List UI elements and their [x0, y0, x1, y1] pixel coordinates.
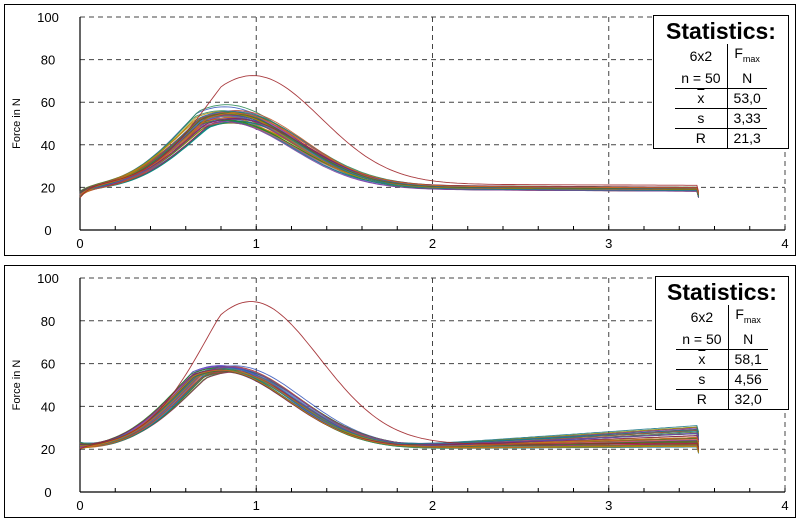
- x-tick-label: 3: [605, 498, 612, 513]
- force-curve: [79, 371, 700, 451]
- y-tick-label: 20: [41, 442, 55, 457]
- force-curve: [79, 121, 700, 198]
- y-tick-label: 0: [44, 485, 51, 500]
- stddev-label: s: [675, 107, 728, 129]
- x-tick-label: 0: [76, 236, 83, 251]
- statistics-table: 6x2 Fmax n = 50 N x 53,0 s 3,33 R 21,3: [675, 44, 767, 148]
- x-tick-label: 0: [76, 498, 83, 513]
- unit-label: N: [726, 68, 767, 89]
- y-tick-label: 100: [37, 271, 59, 286]
- sample-count: n = 50: [682, 330, 722, 347]
- x-tick-label: 1: [253, 236, 260, 251]
- range-value: 32,0: [727, 388, 768, 409]
- y-tick-label: 40: [41, 399, 55, 414]
- y-tick-label: 100: [37, 10, 59, 25]
- force-curve: [79, 369, 700, 449]
- sample-count: n = 50: [681, 69, 721, 86]
- specimen-label: 6x2: [689, 47, 713, 64]
- statistics-box: Statistics: 6x2 Fmax n = 50 N x 53,0 s 3…: [653, 15, 789, 149]
- statistics-box: Statistics: 6x2 Fmax n = 50 N x 58,1 s 4…: [655, 276, 789, 410]
- mean-value: 53,0: [726, 87, 767, 109]
- y-axis-label: Force in N: [11, 360, 23, 411]
- y-tick-label: 80: [41, 53, 55, 68]
- range-label: R: [675, 127, 728, 148]
- x-tick-label: 2: [429, 498, 436, 513]
- y-tick-label: 80: [41, 314, 55, 329]
- stddev-value: 3,33: [726, 107, 767, 129]
- force-chart-bottom: 0 20 40 60 80 100 0 1 2 3 4 Force in N: [11, 271, 789, 513]
- y-tick-label: 20: [41, 180, 55, 195]
- x-tick-label: 2: [429, 236, 436, 251]
- chart-panel-top: 0 20 40 60 80 100 0 1 2 3 4 Force in N Statistics: …: [4, 4, 796, 256]
- force-curve: [79, 112, 700, 196]
- y-tick-label: 60: [41, 95, 55, 110]
- statistics-title: Statistics:: [666, 18, 776, 44]
- stddev-label: s: [676, 368, 729, 390]
- specimen-label: 6x2: [690, 308, 714, 325]
- force-curve-outlier: [79, 75, 700, 199]
- range-value: 21,3: [726, 127, 767, 148]
- mean-label: x: [676, 348, 729, 370]
- range-label: R: [676, 388, 729, 409]
- y-tick-label: 60: [41, 357, 55, 372]
- chart-panel-bottom: 0 20 40 60 80 100 0 1 2 3 4 Force in N Statistics: …: [4, 265, 796, 518]
- y-tick-label: 0: [44, 223, 51, 238]
- x-tick-label: 4: [781, 498, 788, 513]
- x-tick-label: 4: [781, 236, 788, 251]
- x-tick-label: 1: [253, 498, 260, 513]
- x-tick-label: 3: [605, 236, 612, 251]
- force-curve: [79, 112, 700, 196]
- force-chart-top: 0 20 40 60 80 100 0 1 2 3 4 Force in N: [11, 10, 789, 251]
- y-axis-label: Force in N: [11, 98, 23, 149]
- mean-label: x: [675, 87, 728, 109]
- fmax-header: Fmax: [726, 44, 767, 69]
- fmax-header: Fmax: [727, 305, 768, 330]
- force-curve: [79, 110, 700, 198]
- force-curve: [80, 369, 700, 446]
- statistics-title: Statistics:: [667, 279, 777, 305]
- mean-value: 58,1: [727, 348, 768, 370]
- y-tick-label: 40: [41, 138, 55, 153]
- force-curve: [79, 366, 700, 448]
- force-curve-outlier: [79, 301, 700, 450]
- stddev-value: 4,56: [727, 368, 768, 390]
- unit-label: N: [727, 329, 768, 350]
- force-curve: [80, 370, 700, 445]
- statistics-table: 6x2 Fmax n = 50 N x 58,1 s 4,56 R 32,0: [676, 305, 768, 409]
